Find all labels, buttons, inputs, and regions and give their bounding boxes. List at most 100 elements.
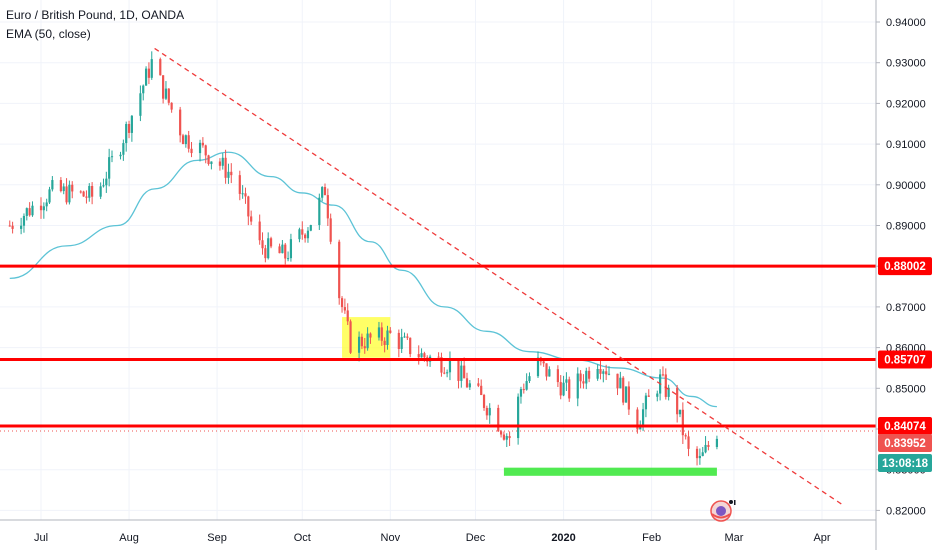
x-tick-label: Sep: [207, 532, 227, 544]
candle-body: [318, 197, 321, 226]
candle-body: [110, 156, 114, 158]
candle-body: [695, 448, 699, 459]
candle-body: [619, 377, 622, 389]
candle-body: [508, 436, 511, 439]
candle-body: [230, 171, 233, 176]
candle-body: [130, 115, 133, 133]
candle-body: [596, 368, 599, 379]
candle-body: [346, 310, 349, 322]
indicator-title[interactable]: EMA (50, close): [6, 27, 91, 41]
x-tick-label: Dec: [466, 532, 486, 544]
support-zone[interactable]: [503, 467, 717, 476]
candle-body: [218, 161, 222, 166]
candle-body: [656, 393, 659, 397]
candle-body: [210, 161, 213, 165]
candle-body: [397, 332, 400, 349]
candle-body: [301, 229, 304, 235]
candle-body: [502, 434, 506, 440]
candle-body: [45, 202, 48, 207]
trendline-layer[interactable]: [154, 47, 843, 505]
symbol-title[interactable]: Euro / British Pound, 1D, OANDA: [6, 8, 185, 22]
candle-body: [139, 93, 142, 116]
x-tick-label: Aug: [119, 532, 139, 544]
candle-body: [25, 208, 28, 216]
candle-body: [678, 409, 682, 415]
candle-body: [463, 365, 466, 379]
candle-body: [559, 382, 562, 396]
candle-body: [420, 353, 423, 358]
candle-body: [99, 186, 102, 197]
candle-body: [258, 221, 261, 241]
candle-body: [684, 435, 687, 437]
candle-body: [360, 336, 364, 347]
candle-body: [661, 374, 665, 376]
candle-body: [522, 389, 525, 391]
candle-body: [400, 337, 403, 349]
trendline[interactable]: [154, 47, 843, 505]
candle-body: [389, 330, 392, 333]
candle-body: [329, 218, 332, 242]
y-tick-label: 0.94000: [886, 17, 926, 29]
candle-body: [181, 135, 185, 145]
candle-body: [51, 180, 54, 190]
candle-body: [446, 372, 449, 374]
candle-body: [698, 455, 701, 459]
x-tick-label: Apr: [813, 532, 830, 544]
candle-body: [306, 230, 310, 239]
candle-body: [127, 123, 131, 133]
candle-body: [88, 186, 91, 198]
candle-body: [369, 333, 372, 338]
candle-body: [676, 387, 679, 415]
candle-body: [366, 333, 369, 349]
candle-body: [323, 187, 327, 196]
candle-body: [457, 360, 460, 381]
candle-body: [221, 157, 224, 166]
candle-body: [31, 205, 34, 216]
x-tick-label: Jul: [34, 532, 48, 544]
candle-body: [321, 187, 324, 198]
candle-body: [65, 186, 68, 203]
candle-body: [164, 88, 168, 99]
candle-body: [667, 387, 670, 397]
candle-body: [261, 240, 264, 249]
consolidation-zone[interactable]: [342, 317, 391, 358]
candle-body: [664, 374, 667, 397]
candle-body: [644, 395, 648, 410]
candle-body: [179, 109, 182, 136]
candle-body: [519, 389, 523, 397]
candle-body: [264, 248, 267, 259]
candle-body: [582, 381, 585, 384]
y-tick-label: 0.90000: [886, 180, 926, 192]
candle-body: [250, 216, 253, 222]
candle-body: [545, 363, 548, 377]
grid: [0, 0, 876, 520]
candle-body: [423, 353, 426, 358]
candle-body: [624, 386, 628, 403]
level-price-badge: [878, 257, 932, 276]
candle-body: [528, 376, 531, 382]
candle-body: [244, 193, 247, 197]
candle-body: [62, 186, 65, 192]
horizontal-levels[interactable]: [0, 264, 876, 432]
candle-body: [241, 193, 244, 195]
candle-body: [59, 180, 62, 192]
chart-legend[interactable]: Euro / British Pound, 1D, OANDA EMA (50,…: [6, 6, 184, 44]
candle-body: [607, 373, 611, 375]
level-price-badge-label: 0.88002: [884, 261, 926, 273]
candle-body: [383, 340, 386, 345]
candle-body: [556, 369, 559, 383]
level-price-badge: [878, 350, 932, 369]
candle-body: [79, 191, 82, 193]
candle-body: [440, 357, 443, 373]
candle-body: [409, 337, 412, 355]
y-tick-label: 0.82000: [886, 505, 926, 517]
ema-series: [9, 151, 717, 408]
candle-body: [602, 371, 605, 374]
candle-body: [562, 382, 565, 396]
candle-body: [278, 246, 281, 254]
candle-body: [125, 123, 128, 144]
candle-body: [357, 336, 361, 353]
